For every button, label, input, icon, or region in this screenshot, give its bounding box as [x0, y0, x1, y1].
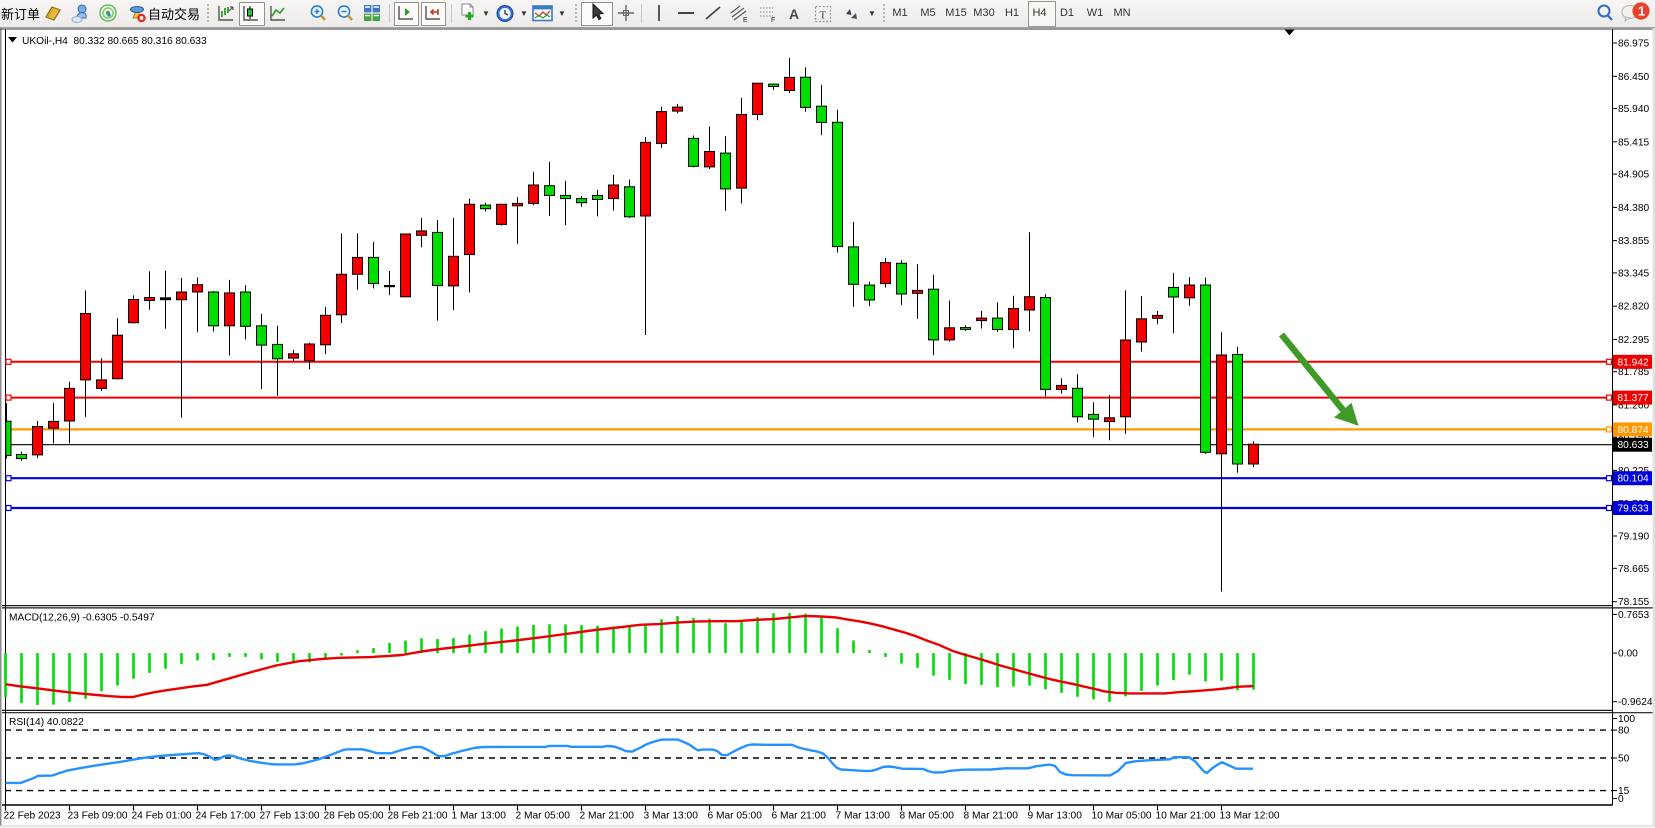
svg-text:8 Mar 21:00: 8 Mar 21:00	[964, 811, 1019, 822]
svg-text:8 Mar 05:00: 8 Mar 05:00	[900, 811, 955, 822]
svg-text:28 Feb 21:00: 28 Feb 21:00	[388, 811, 448, 822]
svg-text:81.260: 81.260	[1618, 400, 1649, 411]
svg-text:7 Mar 13:00: 7 Mar 13:00	[836, 811, 891, 822]
svg-text:T: T	[820, 10, 827, 22]
svg-text:100: 100	[1618, 714, 1635, 725]
svg-text:28 Feb 05:00: 28 Feb 05:00	[324, 811, 384, 822]
svg-text:78.155: 78.155	[1618, 597, 1649, 608]
svg-text:86.975: 86.975	[1618, 39, 1649, 50]
svg-text:83.345: 83.345	[1618, 268, 1649, 279]
svg-text:85.940: 85.940	[1618, 104, 1649, 115]
svg-text:F: F	[771, 17, 775, 24]
svg-text:6 Mar 05:00: 6 Mar 05:00	[708, 811, 763, 822]
svg-text:86.450: 86.450	[1618, 72, 1649, 83]
svg-text:81.942: 81.942	[1618, 357, 1649, 368]
svg-text:UKOil-,H4 80.332 80.665 80.31: UKOil-,H4 80.332 80.665 80.316 80.633	[22, 36, 207, 47]
svg-text:MACD(12,26,9) -0.6305 -0.5497: MACD(12,26,9) -0.6305 -0.5497	[9, 613, 155, 624]
svg-text:80.633: 80.633	[1618, 440, 1649, 451]
svg-text:50: 50	[1618, 754, 1630, 765]
svg-text:80.104: 80.104	[1618, 474, 1649, 485]
svg-text:2 Mar 05:00: 2 Mar 05:00	[516, 811, 571, 822]
svg-text:79.190: 79.190	[1618, 532, 1649, 543]
svg-text:3 Mar 13:00: 3 Mar 13:00	[644, 811, 699, 822]
svg-text:84.905: 84.905	[1618, 170, 1649, 181]
svg-text:79.633: 79.633	[1618, 504, 1649, 515]
svg-text:1: 1	[1638, 4, 1645, 19]
svg-text:83.855: 83.855	[1618, 236, 1649, 247]
svg-text:23 Feb 09:00: 23 Feb 09:00	[68, 811, 128, 822]
svg-text:6 Mar 21:00: 6 Mar 21:00	[772, 811, 827, 822]
svg-text:0: 0	[1618, 794, 1624, 805]
svg-text:80.874: 80.874	[1618, 425, 1649, 436]
svg-text:27 Feb 13:00: 27 Feb 13:00	[260, 811, 320, 822]
svg-text:RSI(14) 40.0822: RSI(14) 40.0822	[9, 717, 84, 728]
svg-text:1 Mar 13:00: 1 Mar 13:00	[452, 811, 507, 822]
svg-text:24 Feb 01:00: 24 Feb 01:00	[132, 811, 192, 822]
svg-text:80: 80	[1618, 726, 1630, 737]
svg-text:78.665: 78.665	[1618, 564, 1649, 575]
svg-text:2 Mar 21:00: 2 Mar 21:00	[580, 811, 635, 822]
svg-text:81.785: 81.785	[1618, 367, 1649, 378]
svg-text:22 Feb 2023: 22 Feb 2023	[4, 811, 62, 822]
svg-text:24 Feb 17:00: 24 Feb 17:00	[196, 811, 256, 822]
svg-text:10 Mar 05:00: 10 Mar 05:00	[1092, 811, 1152, 822]
svg-text:10 Mar 21:00: 10 Mar 21:00	[1156, 811, 1216, 822]
svg-text:85.415: 85.415	[1618, 137, 1649, 148]
svg-text:82.295: 82.295	[1618, 335, 1649, 346]
svg-text:-0.9624: -0.9624	[1618, 697, 1653, 708]
svg-text:82.820: 82.820	[1618, 302, 1649, 313]
svg-text:15: 15	[1618, 786, 1630, 797]
svg-text:13 Mar 12:00: 13 Mar 12:00	[1220, 811, 1280, 822]
svg-text:0.00: 0.00	[1618, 649, 1638, 660]
svg-text:84.380: 84.380	[1618, 203, 1649, 214]
svg-text:E: E	[743, 17, 748, 24]
svg-text:9 Mar 13:00: 9 Mar 13:00	[1028, 811, 1083, 822]
svg-text:81.377: 81.377	[1618, 393, 1649, 404]
svg-text:0.7653: 0.7653	[1618, 610, 1649, 621]
